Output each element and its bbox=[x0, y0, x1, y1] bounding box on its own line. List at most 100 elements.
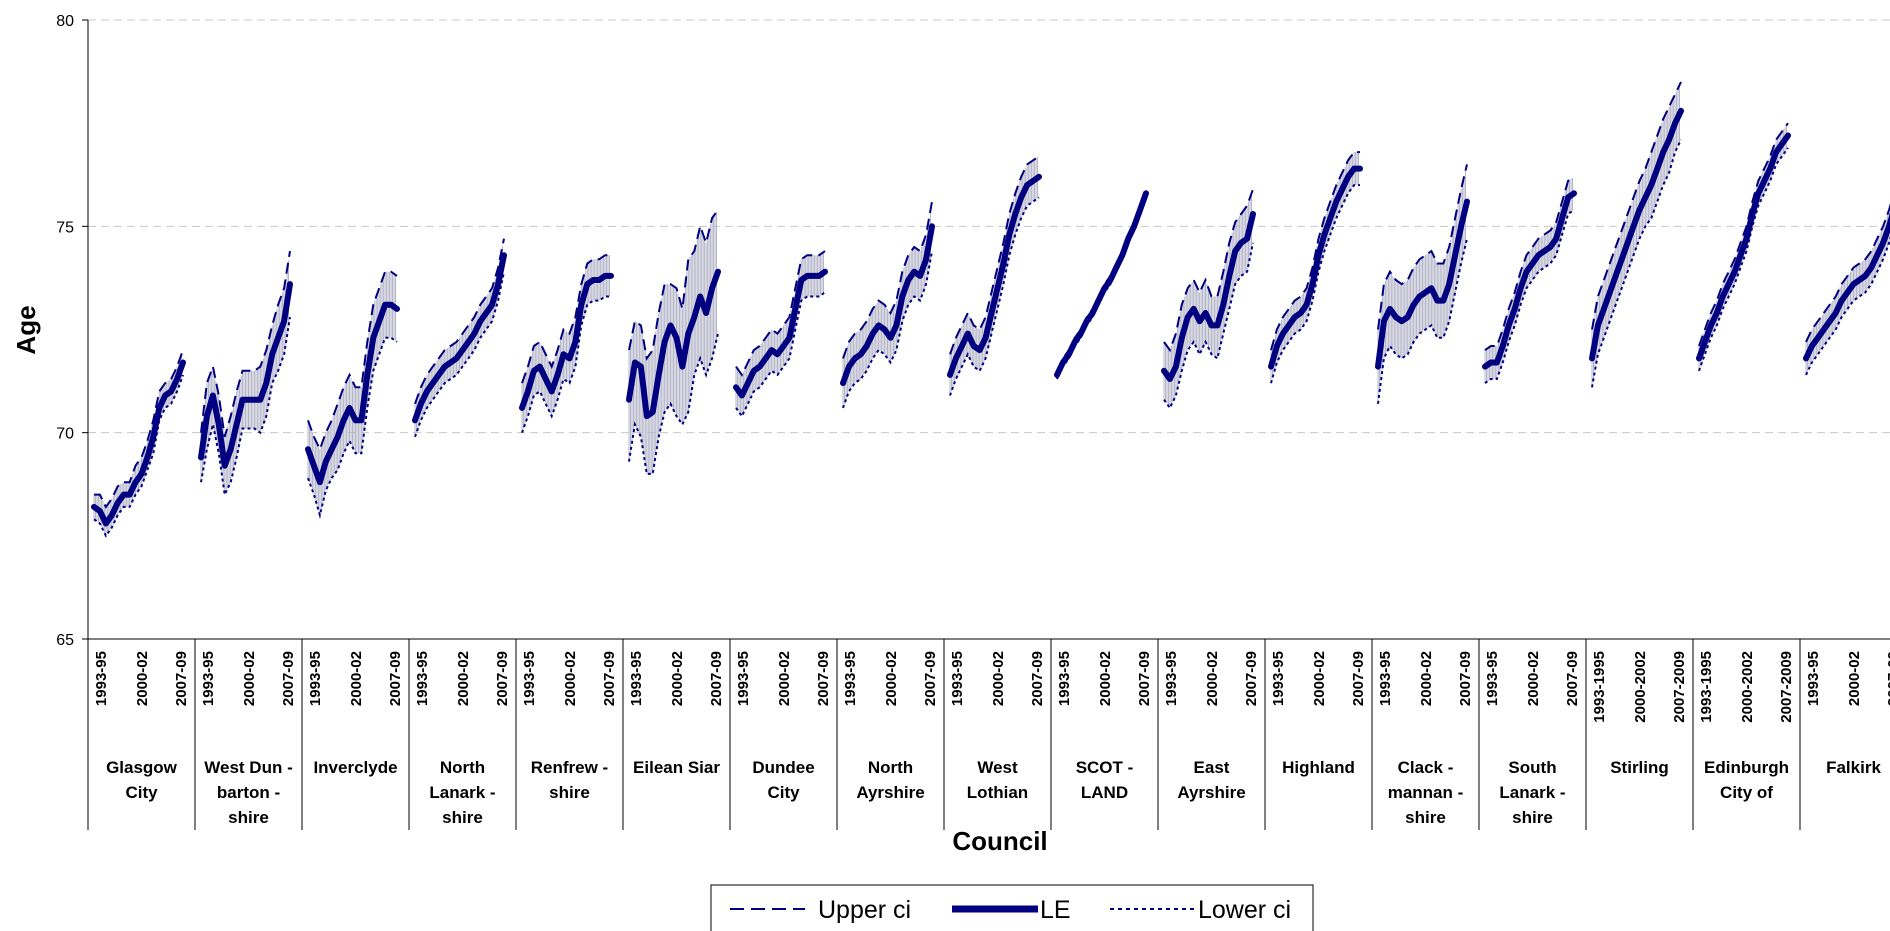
period-tick-label: 2007-09 bbox=[173, 651, 190, 706]
le-line bbox=[1054, 190, 1149, 378]
lower-ci-line bbox=[735, 291, 826, 419]
period-tick-label: 2007-09 bbox=[922, 651, 939, 706]
lower-ci-line bbox=[93, 374, 184, 538]
lower-ci-line bbox=[1270, 184, 1360, 384]
council-label: Falkirk bbox=[1826, 758, 1881, 777]
upper-ci-line bbox=[1484, 175, 1575, 351]
y-axis-title: Age bbox=[11, 305, 41, 354]
council-label: Glasgow bbox=[106, 758, 178, 777]
upper-ci-line bbox=[1591, 81, 1682, 330]
period-tick-label: 2000-02 bbox=[1525, 651, 1542, 706]
council-series bbox=[1803, 203, 1890, 376]
upper-ci-line bbox=[735, 250, 826, 377]
period-tick-label: 2007-09 bbox=[280, 651, 297, 706]
upper-ci-line bbox=[949, 155, 1040, 355]
upper-ci-line bbox=[1056, 188, 1147, 372]
council-label: City bbox=[125, 783, 158, 802]
lower-ci-line bbox=[307, 336, 398, 520]
period-tick-label: 2000-02 bbox=[1846, 651, 1863, 706]
council-label: West Dun - bbox=[204, 758, 292, 777]
period-tick-label: 2000-02 bbox=[1311, 651, 1328, 706]
period-tick-label: 2000-2002 bbox=[1739, 651, 1756, 723]
legend: Upper ci LE Lower ci bbox=[710, 884, 1314, 931]
lower-ci-line bbox=[628, 333, 719, 475]
le-line bbox=[1482, 190, 1577, 370]
upper-ci-line bbox=[200, 250, 291, 438]
period-tick-label: 1993-95 bbox=[521, 651, 538, 706]
period-tick-label: 1993-95 bbox=[1270, 651, 1287, 706]
period-tick-label: 2007-09 bbox=[815, 651, 832, 706]
council-label: mannan - bbox=[1388, 783, 1464, 802]
upper-ci-line bbox=[414, 238, 505, 405]
council-label: City of bbox=[1720, 783, 1773, 802]
period-tick-label: 2000-02 bbox=[990, 651, 1007, 706]
council-series bbox=[947, 155, 1042, 396]
council-series bbox=[1696, 122, 1791, 372]
council-series bbox=[1161, 188, 1256, 410]
lower-ci-line bbox=[1484, 208, 1575, 384]
period-tick-label: 2007-09 bbox=[1029, 651, 1046, 706]
le-line bbox=[1375, 198, 1470, 370]
period-tick-label: 1993-95 bbox=[1805, 651, 1822, 706]
period-tick-label: 2000-02 bbox=[669, 651, 686, 706]
council-label: Highland bbox=[1282, 758, 1355, 777]
le-line bbox=[412, 252, 507, 424]
gridlines bbox=[88, 19, 1890, 434]
period-tick-label: 1993-1995 bbox=[1698, 651, 1715, 723]
series-area bbox=[91, 81, 1890, 538]
council-label: Clack - bbox=[1398, 758, 1454, 777]
upper-ci-line bbox=[1377, 164, 1468, 330]
council-label: South bbox=[1508, 758, 1556, 777]
legend-label: Lower ci bbox=[1198, 896, 1291, 924]
upper-ci-line bbox=[521, 254, 611, 384]
y-tick-label: 80 bbox=[56, 13, 74, 30]
upper-ci-line bbox=[1270, 151, 1360, 351]
council-series bbox=[1589, 81, 1684, 388]
lower-ci-line bbox=[1698, 147, 1789, 372]
lower-ci-line bbox=[1163, 242, 1254, 410]
council-label: Edinburgh bbox=[1704, 758, 1789, 777]
period-tick-label: 2007-09 bbox=[1564, 651, 1581, 706]
legend-label: LE bbox=[1040, 896, 1071, 924]
le-line bbox=[947, 173, 1042, 378]
period-tick-label: 2007-09 bbox=[494, 651, 511, 706]
lower-ci-line bbox=[200, 316, 291, 498]
upper-ci-line bbox=[307, 270, 398, 452]
upper-ci-line bbox=[94, 349, 184, 509]
council-series bbox=[840, 201, 935, 409]
period-tick-label: 1993-95 bbox=[1377, 651, 1394, 706]
period-tick-label: 2000-02 bbox=[776, 651, 793, 706]
period-tick-label: 2007-09 bbox=[1350, 651, 1367, 706]
le-line bbox=[1268, 165, 1363, 370]
council-label: West bbox=[977, 758, 1018, 777]
period-tick-label: 1993-95 bbox=[200, 651, 217, 706]
lower-ci-line bbox=[1377, 238, 1468, 404]
period-tick-label: 1993-95 bbox=[307, 651, 324, 706]
upper-ci-line bbox=[842, 201, 933, 359]
period-tick-label: 2007-09 bbox=[1136, 651, 1153, 706]
council-label: City bbox=[767, 783, 800, 802]
le-line bbox=[733, 268, 828, 399]
council-series bbox=[1482, 175, 1577, 384]
period-tick-label: 2007-2009 bbox=[1671, 651, 1688, 723]
period-tick-label: 2000-02 bbox=[1204, 651, 1221, 706]
period-tick-label: 1993-1995 bbox=[1591, 651, 1608, 723]
council-series bbox=[1054, 188, 1149, 380]
council-label: North bbox=[440, 758, 485, 777]
period-tick-label: 2000-02 bbox=[241, 651, 258, 706]
council-label: Stirling bbox=[1610, 758, 1669, 777]
council-series bbox=[412, 238, 507, 438]
period-tick-label: 2000-02 bbox=[883, 651, 900, 706]
x-axis-title: Council bbox=[952, 826, 1047, 856]
council-label: Lothian bbox=[967, 783, 1028, 802]
le-line bbox=[305, 301, 400, 486]
le-line bbox=[198, 281, 293, 469]
period-tick-label: 1993-95 bbox=[1163, 651, 1180, 706]
council-label: East bbox=[1194, 758, 1230, 777]
council-series bbox=[91, 349, 186, 538]
lower-ci-line bbox=[1591, 139, 1682, 388]
x-axis: 1993-95 2000-02 2007-09 Glasgow City 1993-95 2… bbox=[88, 638, 1890, 830]
period-tick-label: 2000-02 bbox=[455, 651, 472, 706]
council-label: Lanark - bbox=[1499, 783, 1565, 802]
period-tick-label: 2000-02 bbox=[348, 651, 365, 706]
